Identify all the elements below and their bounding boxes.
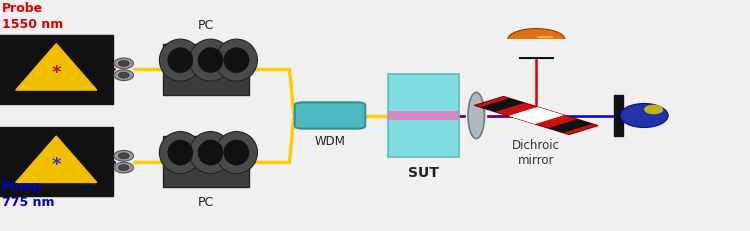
Bar xyxy=(479,39,593,57)
Text: PC: PC xyxy=(198,196,214,209)
Bar xyxy=(164,44,249,95)
Ellipse shape xyxy=(118,61,129,66)
Ellipse shape xyxy=(620,103,668,128)
Bar xyxy=(480,98,524,112)
Bar xyxy=(519,39,553,58)
Ellipse shape xyxy=(118,165,129,170)
Ellipse shape xyxy=(114,162,134,173)
Bar xyxy=(548,119,592,133)
Ellipse shape xyxy=(114,58,134,69)
Bar xyxy=(164,156,249,167)
Bar xyxy=(0,127,112,196)
Ellipse shape xyxy=(224,140,249,165)
Ellipse shape xyxy=(198,140,223,165)
Ellipse shape xyxy=(644,105,663,114)
Text: WDM: WDM xyxy=(314,135,346,148)
Text: SUT: SUT xyxy=(408,166,440,180)
Ellipse shape xyxy=(118,153,129,159)
Text: *: * xyxy=(52,64,61,82)
Ellipse shape xyxy=(160,131,201,173)
Ellipse shape xyxy=(468,92,484,139)
Text: Probe
1550 nm: Probe 1550 nm xyxy=(2,2,63,31)
Ellipse shape xyxy=(536,36,554,38)
Bar xyxy=(509,107,564,124)
Ellipse shape xyxy=(215,131,257,173)
Ellipse shape xyxy=(198,48,223,73)
Bar xyxy=(388,111,459,120)
Ellipse shape xyxy=(118,72,129,78)
Ellipse shape xyxy=(224,48,249,73)
Bar xyxy=(614,95,622,136)
Text: PC: PC xyxy=(198,19,214,32)
Ellipse shape xyxy=(508,29,565,50)
Ellipse shape xyxy=(168,48,193,73)
Bar xyxy=(164,136,249,187)
Polygon shape xyxy=(16,136,97,182)
Bar xyxy=(164,64,249,75)
Text: Pump
775 nm: Pump 775 nm xyxy=(2,180,54,209)
Ellipse shape xyxy=(168,140,193,165)
Polygon shape xyxy=(16,44,97,90)
Ellipse shape xyxy=(160,39,201,81)
Ellipse shape xyxy=(215,39,257,81)
Ellipse shape xyxy=(190,39,232,81)
Bar xyxy=(0,35,112,104)
Bar xyxy=(474,96,598,135)
Text: *: * xyxy=(52,156,61,174)
Ellipse shape xyxy=(190,131,232,173)
Ellipse shape xyxy=(114,150,134,161)
FancyBboxPatch shape xyxy=(295,102,365,129)
Text: Dichroic
mirror: Dichroic mirror xyxy=(512,139,560,167)
Ellipse shape xyxy=(114,70,134,81)
Bar xyxy=(388,74,459,157)
